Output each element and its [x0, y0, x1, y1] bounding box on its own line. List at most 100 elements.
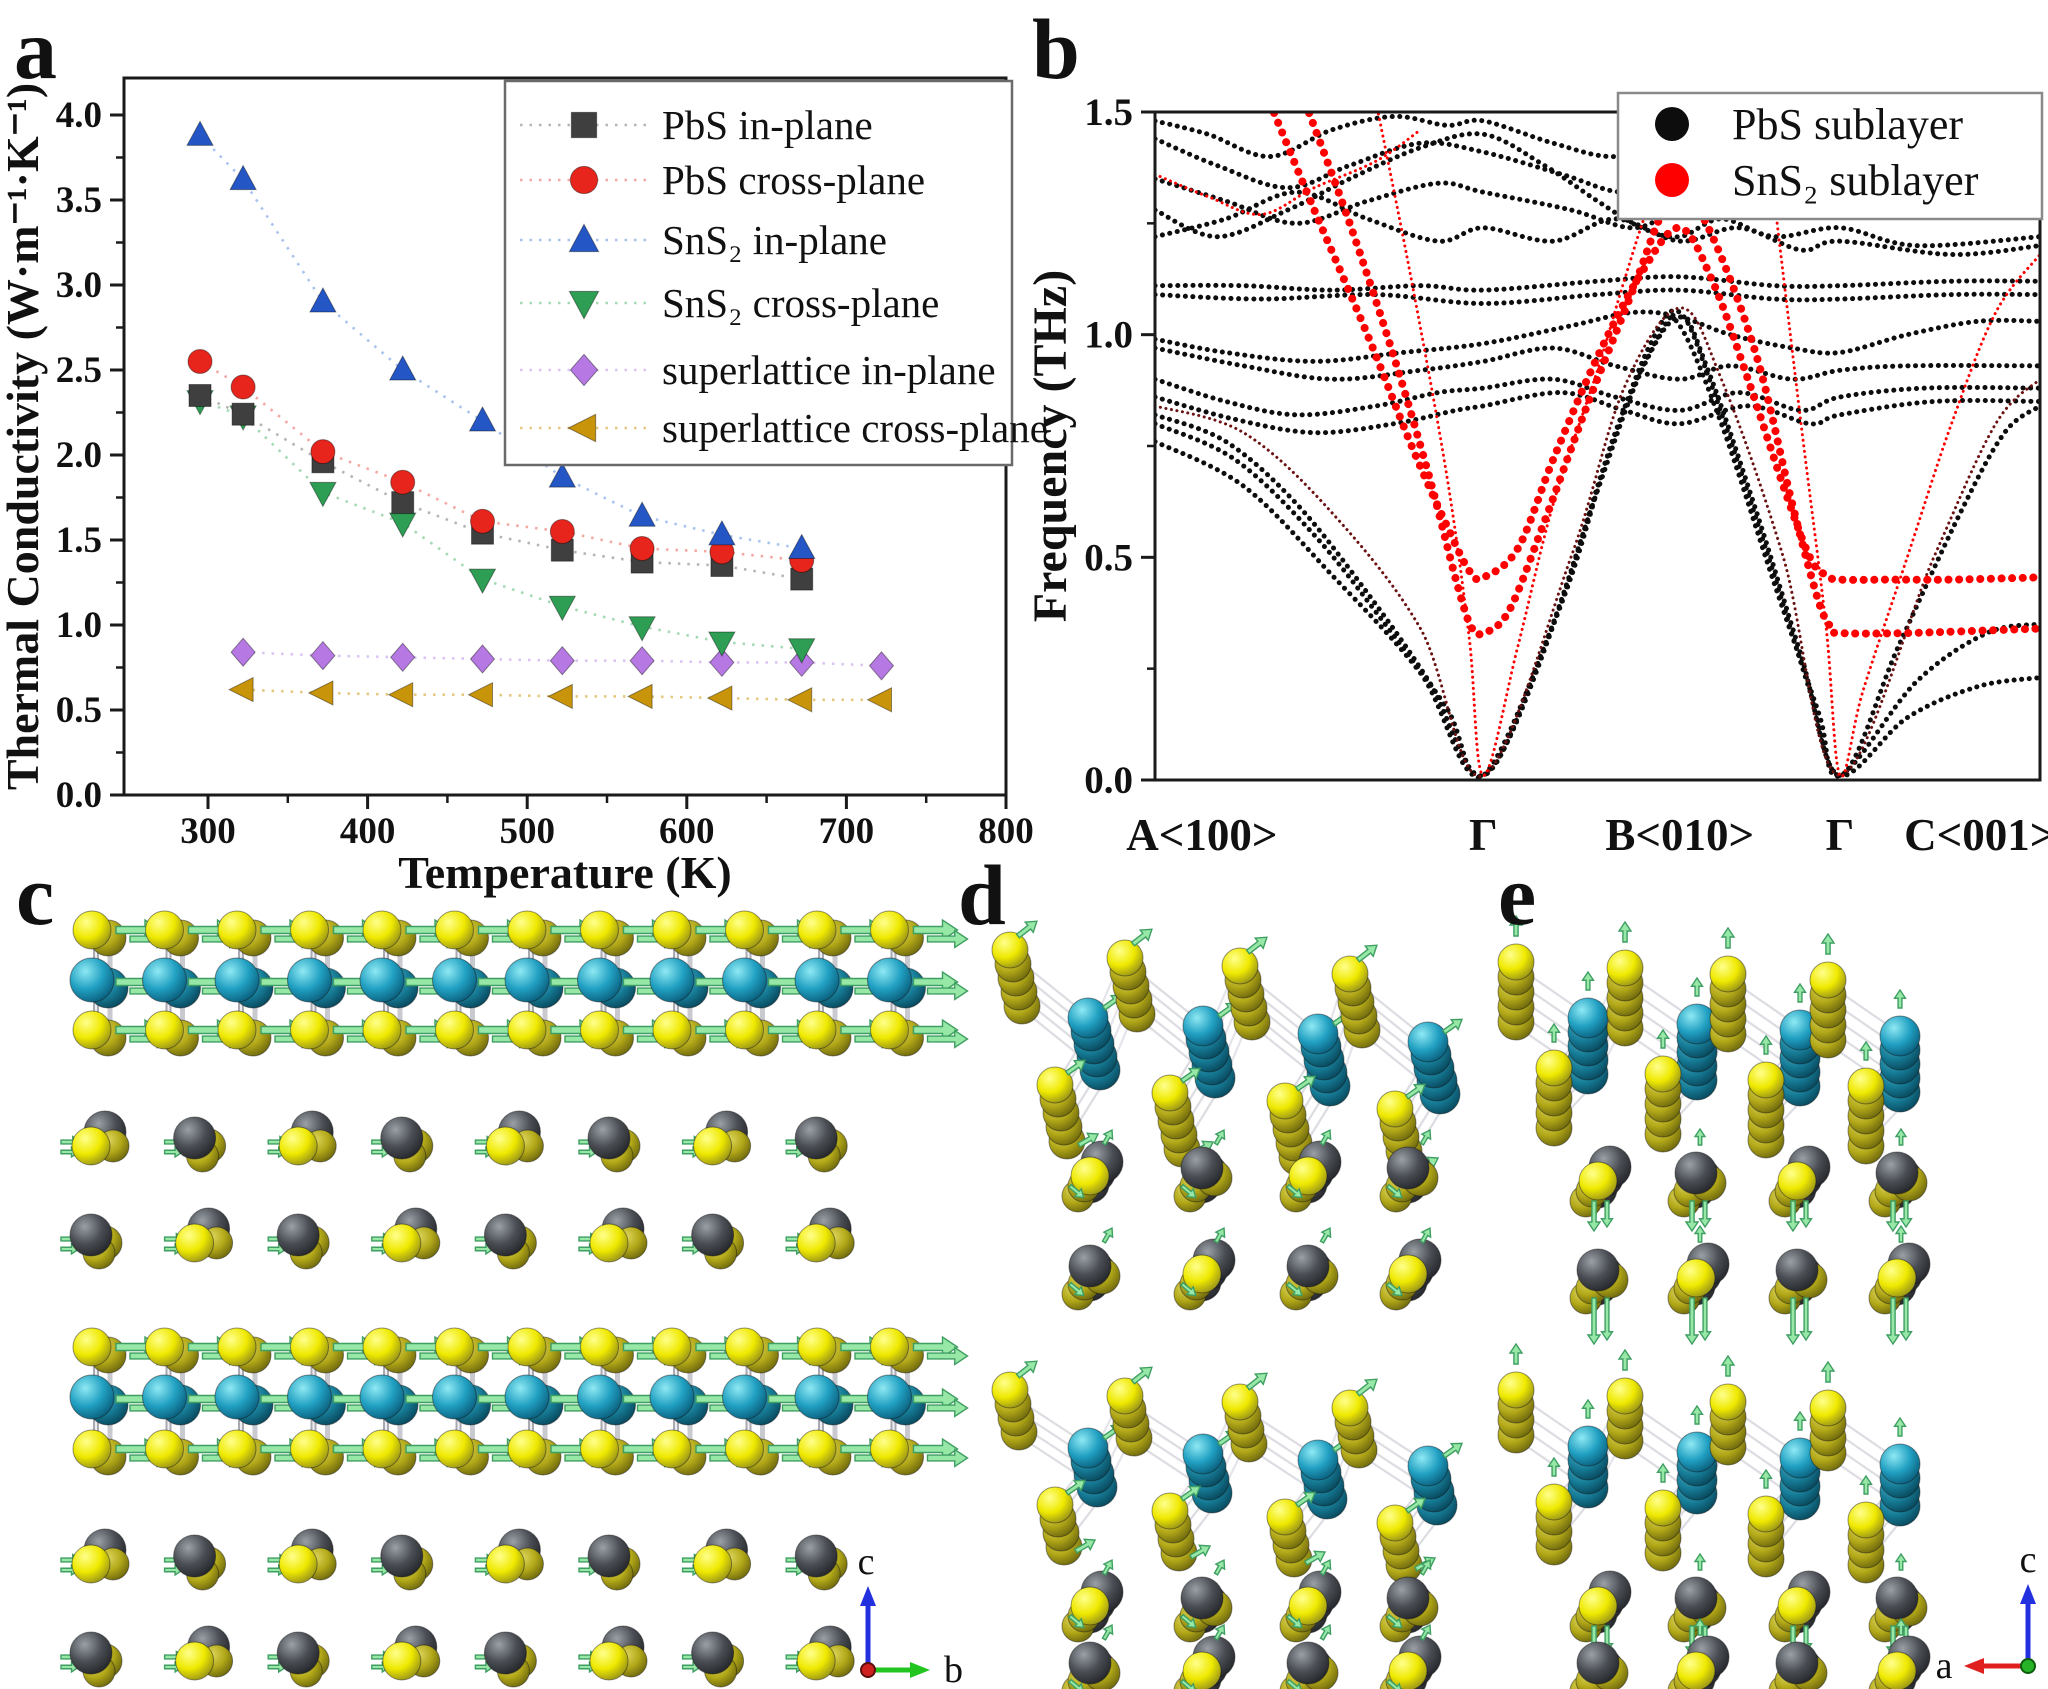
marker-triangle-left [307, 680, 334, 706]
atom-sn [1297, 1439, 1339, 1481]
displacement-arrow-icon [926, 1346, 969, 1366]
atom-s [175, 1641, 215, 1681]
displacement-arrow-icon [1064, 1479, 1087, 1496]
atom-s [362, 910, 402, 950]
marker-diamond [569, 353, 599, 387]
displacement-arrow-icon [1319, 1624, 1332, 1641]
marker-circle [549, 519, 575, 544]
atom-s [1847, 1501, 1885, 1539]
atom-s [72, 1010, 112, 1050]
displacement-arrow-icon [1693, 1617, 1707, 1636]
displacement-arrow-icon [1285, 1678, 1303, 1689]
marker-triangle-up [787, 533, 816, 559]
atom-s [435, 1327, 474, 1367]
atom-s [725, 1429, 764, 1469]
atom-s [1535, 1483, 1573, 1521]
marker-circle [629, 536, 655, 561]
displacement-arrow-icon [1893, 1416, 1907, 1437]
atom-s [217, 1429, 257, 1469]
atom-s [1809, 1389, 1847, 1427]
band [1155, 314, 2040, 780]
marker-diamond [390, 642, 416, 673]
atom-sn [1067, 1427, 1109, 1469]
atom-s [1676, 1258, 1716, 1298]
atom-sn [359, 957, 405, 1003]
marker-triangle-up [548, 462, 577, 488]
panel-d-label: d [958, 847, 1006, 943]
atom-s [1036, 1066, 1074, 1104]
atom-s [870, 1327, 909, 1367]
displacement-arrow-icon [1693, 1224, 1707, 1243]
atom-sn [1182, 1433, 1224, 1475]
atom-s [693, 1126, 733, 1166]
atom-s [652, 1327, 692, 1367]
marker-triangle-left [227, 676, 254, 703]
atom-pb [1875, 1151, 1919, 1195]
panel-a-chart: 300 400 500 600 700 800 0.0 0.5 1.0 1.5 2.0 2.5 3.0 3… [0, 76, 1048, 898]
atom-s [1497, 943, 1535, 981]
series-line [243, 688, 882, 702]
atom-s [72, 910, 112, 950]
y-tick-label: 2.0 [56, 435, 102, 476]
atom-s [71, 1544, 111, 1584]
atom-pb [1775, 1641, 1819, 1685]
atom-sn [142, 1374, 187, 1420]
atom-s [507, 910, 547, 950]
atom-s [725, 1010, 764, 1050]
k-point-label: A<100> [1126, 810, 1277, 860]
panel-b-axes: 0.0 0.5 1.0 1.5 A<100> Γ B<010> Γ C<001> [1084, 91, 2048, 860]
y-tick-label: 3.5 [56, 180, 102, 221]
atom-s [435, 1010, 474, 1050]
atom-pb [276, 1631, 320, 1675]
displacement-arrow-icon [1188, 1544, 1212, 1560]
pbs-row-persp [1569, 1127, 1928, 1233]
band [1155, 309, 2040, 364]
pbs-row-persp [1061, 1559, 1439, 1643]
atom-sn [1567, 997, 1609, 1039]
atom-s [1747, 1495, 1785, 1533]
legend-label: superlattice in-plane [662, 347, 996, 393]
k-point-label: Γ [1469, 810, 1498, 860]
pbs-row [60, 1625, 855, 1688]
pbs-row [60, 1207, 855, 1270]
y-tick-label: 0.5 [56, 690, 102, 731]
displacement-arrow-icon [1684, 1297, 1700, 1346]
displacement-arrow-icon [1859, 1474, 1873, 1495]
atom-pb [587, 1534, 631, 1578]
atom-s [72, 1327, 112, 1367]
atom-s [1644, 1055, 1682, 1093]
displacement-arrow-icon [1245, 1372, 1268, 1391]
displacement-arrow-icon [1303, 1550, 1327, 1566]
x-tick-label: 800 [978, 811, 1034, 852]
atom-pb [1775, 1248, 1819, 1292]
series-superlattice-in-plane [230, 637, 895, 681]
marker-triangle-up [229, 164, 257, 191]
displacement-arrow-icon [926, 929, 969, 949]
marker-triangle-up [628, 501, 656, 527]
marker-triangle-down [628, 616, 656, 642]
atom-s [1106, 1377, 1144, 1415]
x-tick-label: 400 [340, 811, 396, 852]
atom-s [580, 1010, 619, 1050]
atom-sn [1879, 1443, 1921, 1485]
sns2-layer-persp [1497, 914, 1921, 1165]
displacement-arrow-icon [1441, 1442, 1464, 1459]
atom-s [1747, 1061, 1785, 1099]
atom-pb [1068, 1244, 1112, 1288]
marker-triangle-down [787, 638, 816, 664]
displacement-arrow-icon [926, 1029, 969, 1049]
atom-s [1606, 949, 1644, 987]
displacement-arrow-icon [1785, 1297, 1801, 1346]
displacement-arrow-icon [1355, 1378, 1378, 1397]
marker-diamond [709, 647, 735, 678]
displacement-arrow-icon [1285, 1183, 1303, 1199]
pbs-row-persp [1569, 1224, 1931, 1346]
x-tick-label: 500 [499, 811, 555, 852]
marker-square [231, 402, 255, 426]
marker-diamond [310, 640, 336, 671]
y-tick-label: 1.5 [56, 520, 102, 561]
atom-s [796, 1641, 836, 1681]
atom-s [507, 1010, 547, 1050]
marker-triangle-up [568, 223, 600, 253]
